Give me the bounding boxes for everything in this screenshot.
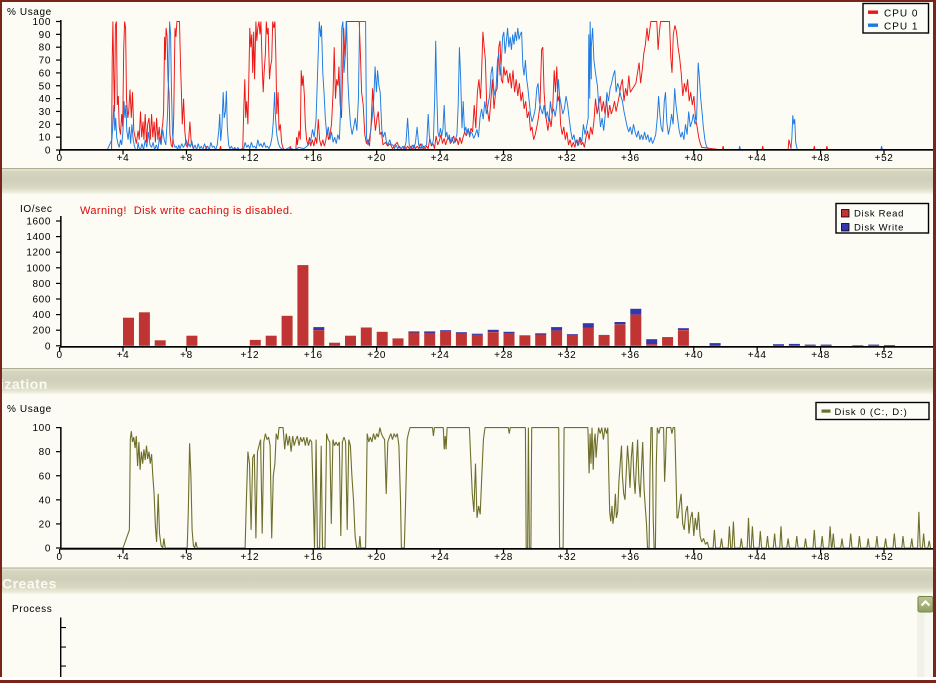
svg-text:+12: +12 bbox=[240, 350, 259, 361]
svg-text:+4: +4 bbox=[117, 350, 130, 361]
svg-text:Process: Process bbox=[12, 604, 52, 615]
svg-text:+16: +16 bbox=[304, 350, 323, 361]
svg-text:+28: +28 bbox=[494, 552, 513, 563]
svg-text:70: 70 bbox=[39, 56, 51, 67]
svg-text:% Usage: % Usage bbox=[7, 7, 52, 18]
svg-text:0: 0 bbox=[57, 153, 63, 164]
svg-text:Creates: Creates bbox=[2, 576, 57, 592]
svg-text:10: 10 bbox=[39, 133, 51, 144]
svg-text:IO/sec: IO/sec bbox=[20, 204, 53, 215]
svg-text:+40: +40 bbox=[684, 153, 703, 164]
svg-text:+8: +8 bbox=[180, 350, 193, 361]
svg-text:+12: +12 bbox=[240, 552, 259, 563]
svg-text:0: 0 bbox=[57, 552, 63, 563]
svg-text:Warning! Disk write caching i: Warning! Disk write caching is disabled. bbox=[80, 205, 293, 217]
svg-text:+32: +32 bbox=[558, 153, 577, 164]
svg-text:+16: +16 bbox=[304, 153, 323, 164]
svg-text:200: 200 bbox=[33, 326, 52, 337]
svg-text:0: 0 bbox=[45, 341, 51, 352]
svg-text:+20: +20 bbox=[367, 350, 386, 361]
svg-text:100: 100 bbox=[33, 17, 52, 28]
svg-text:+16: +16 bbox=[304, 552, 323, 563]
svg-text:+8: +8 bbox=[180, 153, 193, 164]
svg-text:400: 400 bbox=[33, 310, 52, 321]
svg-text:+12: +12 bbox=[240, 153, 259, 164]
svg-text:20: 20 bbox=[39, 120, 51, 131]
svg-text:ization: ization bbox=[0, 376, 48, 392]
svg-text:+44: +44 bbox=[748, 552, 767, 563]
svg-text:0: 0 bbox=[45, 146, 51, 157]
svg-text:+44: +44 bbox=[748, 350, 767, 361]
svg-text:80: 80 bbox=[39, 447, 51, 458]
svg-text:+32: +32 bbox=[558, 350, 577, 361]
svg-text:+24: +24 bbox=[431, 552, 450, 563]
svg-text:+36: +36 bbox=[621, 552, 640, 563]
svg-text:20: 20 bbox=[39, 519, 51, 530]
svg-text:+20: +20 bbox=[367, 153, 386, 164]
svg-text:+48: +48 bbox=[811, 153, 830, 164]
svg-text:+52: +52 bbox=[875, 350, 894, 361]
svg-text:+48: +48 bbox=[811, 350, 830, 361]
svg-text:+40: +40 bbox=[684, 552, 703, 563]
svg-text:+44: +44 bbox=[748, 153, 767, 164]
svg-text:600: 600 bbox=[33, 295, 52, 306]
svg-text:+36: +36 bbox=[621, 350, 640, 361]
svg-text:90: 90 bbox=[39, 30, 51, 41]
svg-text:100: 100 bbox=[33, 423, 52, 434]
svg-text:50: 50 bbox=[39, 81, 51, 92]
svg-text:+24: +24 bbox=[431, 153, 450, 164]
svg-text:60: 60 bbox=[39, 471, 51, 482]
svg-text:Disk Read: Disk Read bbox=[854, 209, 904, 220]
svg-text:40: 40 bbox=[39, 94, 51, 105]
svg-text:0: 0 bbox=[57, 350, 63, 361]
svg-text:+52: +52 bbox=[875, 153, 894, 164]
svg-text:40: 40 bbox=[39, 495, 51, 506]
svg-text:% Usage: % Usage bbox=[7, 404, 52, 415]
svg-text:1400: 1400 bbox=[26, 232, 51, 243]
svg-text:1000: 1000 bbox=[26, 263, 51, 274]
svg-text:800: 800 bbox=[33, 279, 52, 290]
svg-text:+40: +40 bbox=[684, 350, 703, 361]
svg-text:0: 0 bbox=[45, 544, 51, 555]
svg-text:+28: +28 bbox=[494, 153, 513, 164]
svg-text:CPU 0: CPU 0 bbox=[884, 9, 918, 20]
svg-text:+48: +48 bbox=[811, 552, 830, 563]
svg-text:+8: +8 bbox=[180, 552, 193, 563]
svg-text:1200: 1200 bbox=[26, 248, 51, 259]
svg-text:80: 80 bbox=[39, 43, 51, 54]
svg-text:60: 60 bbox=[39, 68, 51, 79]
svg-text:+32: +32 bbox=[558, 552, 577, 563]
svg-text:Disk Write: Disk Write bbox=[854, 223, 904, 234]
svg-text:+24: +24 bbox=[431, 350, 450, 361]
svg-text:+4: +4 bbox=[117, 153, 130, 164]
svg-text:30: 30 bbox=[39, 107, 51, 118]
svg-text:1600: 1600 bbox=[26, 217, 51, 228]
svg-text:CPU 1: CPU 1 bbox=[884, 22, 918, 33]
svg-text:Disk 0 (C:, D:): Disk 0 (C:, D:) bbox=[835, 407, 908, 418]
svg-text:+52: +52 bbox=[875, 552, 894, 563]
svg-text:+20: +20 bbox=[367, 552, 386, 563]
svg-text:+36: +36 bbox=[621, 153, 640, 164]
svg-text:+28: +28 bbox=[494, 350, 513, 361]
svg-text:+4: +4 bbox=[117, 552, 130, 563]
